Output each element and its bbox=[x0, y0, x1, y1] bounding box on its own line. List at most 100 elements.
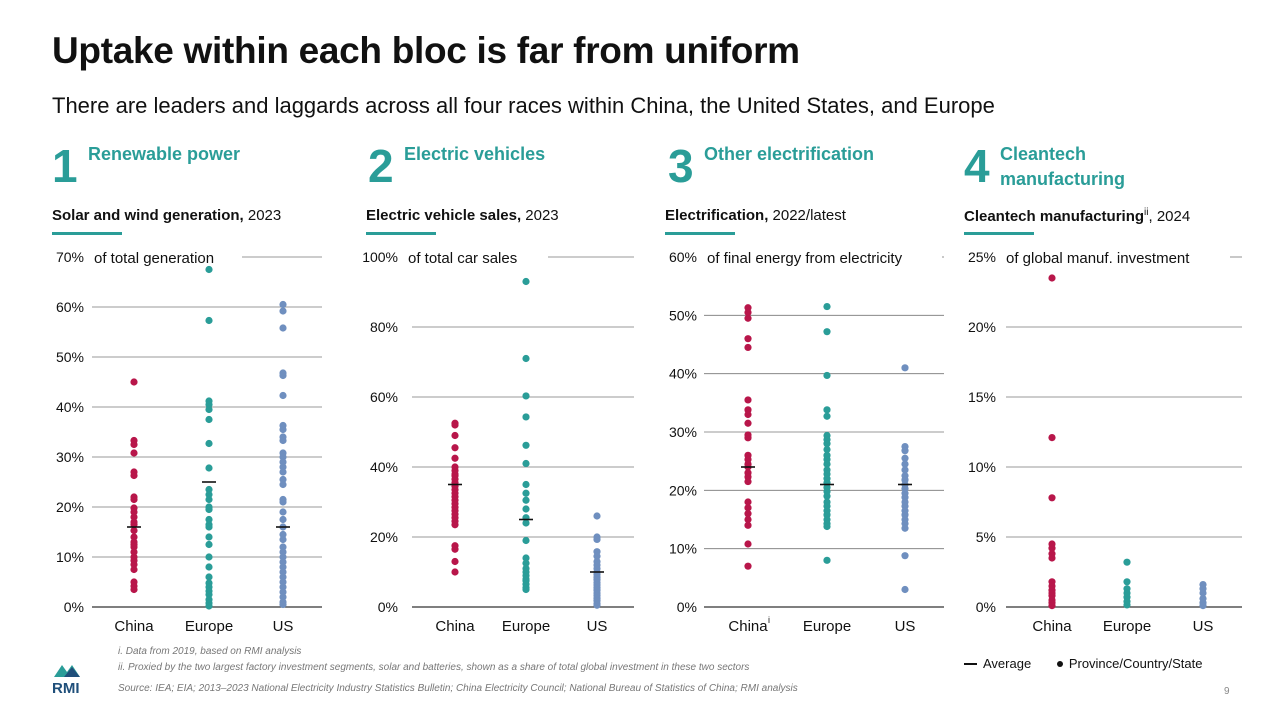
data-point bbox=[205, 485, 213, 494]
point-marker-icon bbox=[1056, 660, 1063, 667]
data-point bbox=[1199, 602, 1207, 610]
data-point bbox=[451, 521, 459, 529]
data-point bbox=[1048, 602, 1056, 610]
data-point bbox=[1123, 578, 1131, 586]
data-point bbox=[279, 436, 287, 445]
x-category-label: China bbox=[728, 618, 768, 635]
y-tick-label: 15% bbox=[968, 389, 996, 405]
panel-name: Renewable power bbox=[88, 144, 241, 164]
data-point bbox=[823, 556, 831, 564]
x-category-label: US bbox=[1193, 618, 1214, 635]
data-point bbox=[130, 585, 138, 594]
data-point bbox=[130, 378, 138, 386]
metric-underline bbox=[366, 232, 436, 235]
panel-header-4: 4 Cleantech manufacturing bbox=[964, 140, 1264, 200]
y-tick-label: 0% bbox=[64, 599, 84, 615]
footnote-i: i. Data from 2019, based on RMI analysis bbox=[118, 646, 302, 657]
data-point bbox=[522, 554, 530, 562]
data-point bbox=[901, 524, 909, 532]
data-point bbox=[593, 535, 601, 544]
metric-sup: ii bbox=[1144, 207, 1149, 218]
data-point bbox=[451, 454, 459, 462]
metric-rest: 2023 bbox=[521, 207, 559, 224]
x-category-label: US bbox=[273, 618, 294, 635]
source-note: Source: IEA; EIA; 2013–2023 National Ele… bbox=[118, 683, 798, 694]
panel-header-3: 3 Other electrification bbox=[668, 140, 968, 200]
chart-legend: Average Province/Country/State bbox=[964, 655, 1203, 671]
data-point bbox=[744, 540, 752, 548]
data-point bbox=[1048, 544, 1056, 552]
data-point bbox=[901, 552, 909, 560]
data-point bbox=[279, 558, 287, 566]
metric-underline bbox=[665, 232, 735, 235]
data-point bbox=[130, 508, 138, 516]
page-number: 9 bbox=[1224, 686, 1230, 697]
data-point bbox=[205, 490, 213, 499]
data-point bbox=[279, 508, 287, 516]
data-point bbox=[279, 515, 287, 524]
data-point bbox=[130, 533, 138, 541]
x-category-label: Europe bbox=[1103, 618, 1151, 635]
y-tick-label: 30% bbox=[56, 449, 84, 465]
data-point bbox=[279, 568, 287, 576]
y-tick-label: 5% bbox=[976, 529, 996, 545]
data-point bbox=[279, 453, 287, 461]
y-tick-label: 20% bbox=[669, 482, 697, 498]
y-tick-label: 40% bbox=[370, 459, 398, 475]
data-point bbox=[451, 421, 459, 429]
data-point bbox=[823, 371, 831, 380]
data-point bbox=[823, 328, 831, 336]
data-point bbox=[279, 463, 287, 471]
data-point bbox=[593, 512, 601, 520]
data-point bbox=[130, 449, 138, 457]
x-category-label: Europe bbox=[185, 618, 233, 635]
footnote-ii: ii. Proxied by the two largest factory i… bbox=[118, 662, 750, 673]
data-point bbox=[744, 335, 752, 343]
x-category-label: Europe bbox=[803, 618, 851, 635]
y-tick-label: 20% bbox=[968, 319, 996, 335]
y-tick-label: 70% bbox=[56, 249, 84, 265]
data-point bbox=[279, 300, 287, 309]
panel-header-1: 1 Renewable power bbox=[52, 140, 352, 200]
data-point bbox=[1048, 274, 1056, 282]
data-point bbox=[279, 600, 287, 609]
y-tick-label: 50% bbox=[669, 307, 697, 323]
data-point bbox=[205, 415, 213, 424]
panel-number: 2 bbox=[368, 140, 394, 192]
data-point bbox=[205, 590, 213, 599]
y-tick-label: 0% bbox=[677, 599, 697, 615]
data-point bbox=[823, 440, 831, 448]
legend-point: Province/Country/State bbox=[1068, 656, 1203, 672]
y-tick-label: 60% bbox=[669, 249, 697, 265]
data-point bbox=[901, 447, 909, 455]
data-point bbox=[130, 526, 138, 535]
data-point bbox=[823, 445, 831, 454]
metric-title-3: Electrification, 2022/latest bbox=[665, 207, 846, 224]
panel-header-2: 2 Electric vehicles bbox=[368, 140, 668, 200]
data-point bbox=[451, 431, 459, 440]
data-point bbox=[279, 468, 287, 476]
y-tick-label: 60% bbox=[56, 299, 84, 315]
data-point bbox=[1199, 589, 1207, 597]
data-point bbox=[205, 533, 213, 541]
data-point bbox=[130, 471, 138, 480]
panel-name: Electric vehicles bbox=[404, 144, 546, 164]
y-tick-label: 10% bbox=[968, 459, 996, 475]
data-point bbox=[130, 513, 138, 521]
data-point bbox=[205, 573, 213, 581]
data-point bbox=[823, 302, 831, 311]
data-point bbox=[823, 406, 831, 414]
data-point bbox=[522, 441, 530, 449]
metric-underline bbox=[52, 232, 122, 235]
metric-rest: 2022/latest bbox=[768, 207, 846, 224]
data-point bbox=[451, 568, 459, 576]
panel-name: Other electrification bbox=[704, 144, 875, 164]
metric-underline bbox=[964, 232, 1034, 235]
data-point bbox=[1048, 554, 1056, 562]
logo-text: RMI bbox=[52, 680, 80, 697]
y-tick-label: 100% bbox=[362, 249, 398, 265]
data-point bbox=[279, 480, 287, 489]
panel-name: Cleantech manufacturing bbox=[1000, 144, 1126, 189]
data-point bbox=[901, 466, 909, 474]
